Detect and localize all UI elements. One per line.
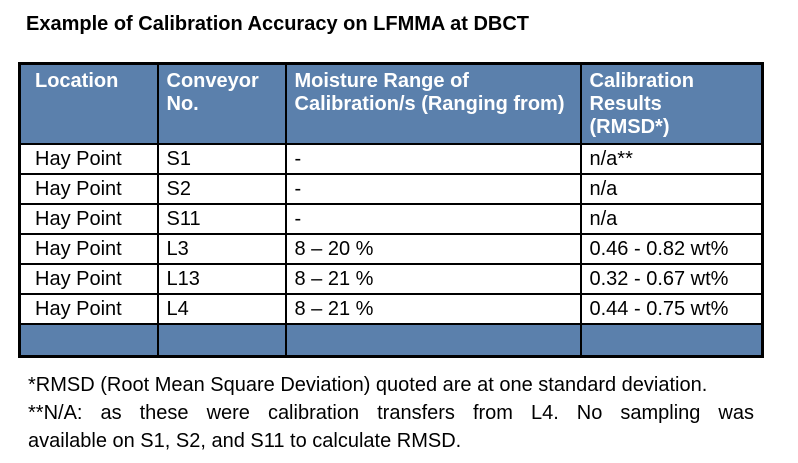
table-row: Hay Point L3 8 – 20 % 0.46 - 0.82 wt% bbox=[18, 233, 764, 265]
cell-rmsd: n/a** bbox=[579, 143, 764, 175]
cell-conveyor: S1 bbox=[156, 143, 287, 175]
empty-cell bbox=[284, 323, 582, 357]
cell-moisture-range: 8 – 20 % bbox=[284, 233, 582, 265]
cell-rmsd: 0.32 - 0.67 wt% bbox=[579, 263, 764, 295]
cell-rmsd: 0.46 - 0.82 wt% bbox=[579, 233, 764, 265]
cell-conveyor: S2 bbox=[156, 173, 287, 205]
page-title: Example of Calibration Accuracy on LFMMA… bbox=[26, 13, 530, 35]
cell-conveyor: L4 bbox=[156, 293, 287, 325]
header-location: Location bbox=[18, 62, 159, 145]
table-empty-footer-row bbox=[18, 323, 764, 357]
footnote-na-line1: **N/A: as these were calibration transfe… bbox=[28, 402, 754, 424]
footnotes: *RMSD (Root Mean Square Deviation) quote… bbox=[28, 371, 754, 455]
cell-location: Hay Point bbox=[18, 293, 159, 325]
cell-location: Hay Point bbox=[18, 173, 159, 205]
cell-location: Hay Point bbox=[18, 233, 159, 265]
table-row: Hay Point L4 8 – 21 % 0.44 - 0.75 wt% bbox=[18, 293, 764, 325]
header-moisture-range: Moisture Range of Calibration/s (Ranging… bbox=[284, 62, 582, 145]
footnote-rmsd: *RMSD (Root Mean Square Deviation) quote… bbox=[28, 374, 708, 396]
footnote-na-line2: available on S1, S2, and S11 to calculat… bbox=[28, 430, 462, 452]
cell-location: Hay Point bbox=[18, 203, 159, 235]
header-conveyor-no: Conveyor No. bbox=[156, 62, 287, 145]
table-row: Hay Point S1 - n/a** bbox=[18, 143, 764, 175]
table-row: Hay Point S2 - n/a bbox=[18, 173, 764, 205]
empty-cell bbox=[156, 323, 287, 357]
cell-moisture-range: 8 – 21 % bbox=[284, 293, 582, 325]
cell-moisture-range: - bbox=[284, 203, 582, 235]
cell-rmsd: n/a bbox=[579, 203, 764, 235]
table-row: Hay Point L13 8 – 21 % 0.32 - 0.67 wt% bbox=[18, 263, 764, 295]
cell-conveyor: L13 bbox=[156, 263, 287, 295]
table-header-row: Location Conveyor No. Moisture Range of … bbox=[18, 62, 764, 145]
cell-rmsd: 0.44 - 0.75 wt% bbox=[579, 293, 764, 325]
header-calibration-results: Calibration Results (RMSD*) bbox=[579, 62, 764, 145]
cell-conveyor: S11 bbox=[156, 203, 287, 235]
cell-location: Hay Point bbox=[18, 263, 159, 295]
cell-conveyor: L3 bbox=[156, 233, 287, 265]
cell-moisture-range: 8 – 21 % bbox=[284, 263, 582, 295]
empty-cell bbox=[579, 323, 764, 357]
calibration-table: Location Conveyor No. Moisture Range of … bbox=[18, 62, 764, 358]
cell-location: Hay Point bbox=[18, 143, 159, 175]
empty-cell bbox=[18, 323, 159, 357]
cell-moisture-range: - bbox=[284, 173, 582, 205]
cell-moisture-range: - bbox=[284, 143, 582, 175]
table-row: Hay Point S11 - n/a bbox=[18, 203, 764, 235]
cell-rmsd: n/a bbox=[579, 173, 764, 205]
